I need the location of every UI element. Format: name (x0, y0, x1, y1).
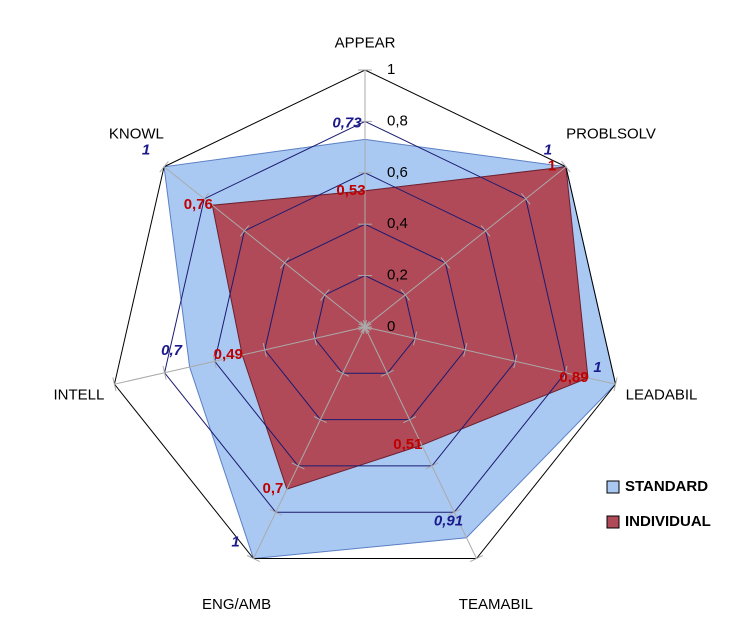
grid-line (113, 69, 617, 560)
tick-mark (413, 331, 418, 346)
data-label: 0,49 (214, 346, 243, 363)
data-label: 1 (593, 359, 601, 376)
tick-mark (239, 225, 250, 237)
tick-mark (469, 555, 484, 563)
data-label: 0,53 (336, 182, 365, 199)
data-label: 1 (544, 142, 552, 159)
tick-mark (380, 369, 394, 377)
data-label: 1 (231, 534, 239, 551)
tick-mark (112, 377, 117, 392)
tick-mark (159, 160, 169, 173)
tick-mark (400, 289, 410, 301)
tick-mark (291, 462, 305, 470)
legend-label: STANDARD (625, 478, 708, 495)
tick-mark (440, 257, 451, 269)
tick-mark (312, 331, 317, 346)
data-label: 0,89 (559, 369, 588, 386)
tick-mark (403, 416, 417, 424)
legend-label: INDIVIDUAL (625, 513, 711, 530)
tick-mark (313, 416, 327, 424)
y-tick-label: 0,8 (387, 112, 408, 129)
tick-mark (513, 354, 518, 369)
axis-spoke (364, 326, 616, 385)
data-label: 1 (548, 158, 556, 175)
tick-mark (463, 342, 468, 357)
tick-mark (561, 160, 571, 173)
tick-mark (425, 462, 439, 470)
axis-spoke (253, 326, 366, 559)
tick-mark (279, 257, 290, 269)
data-label: 0,76 (184, 196, 213, 213)
data-label: 1 (142, 142, 150, 159)
tick-mark (563, 365, 568, 380)
grid-line (214, 172, 516, 467)
category-label: ENG/AMB (202, 596, 271, 613)
data-label: 0,91 (434, 513, 463, 530)
y-tick-label: 0,2 (387, 267, 408, 284)
y-tick-label: 0,6 (387, 164, 408, 181)
axis-spoke (364, 326, 477, 559)
category-label: TEAMABIL (459, 596, 533, 613)
data-label: 0,73 (332, 114, 362, 131)
legend-swatch (606, 480, 620, 494)
data-label: 0,51 (393, 436, 422, 453)
grid-line (164, 120, 566, 513)
category-label: APPEAR (335, 35, 396, 52)
legend-swatch (606, 515, 620, 529)
y-tick-label: 1 (387, 61, 395, 78)
axis-spoke (114, 326, 366, 385)
grid-line (264, 223, 466, 421)
series-area (211, 166, 589, 490)
category-label: PROBLSOLV (566, 126, 656, 143)
axis-spoke (163, 166, 366, 328)
tick-mark (480, 225, 491, 237)
y-tick-label: 0,4 (387, 215, 408, 232)
y-tick-label: 0 (387, 318, 395, 335)
tick-mark (360, 321, 370, 333)
grid-line (314, 275, 416, 374)
data-label: 0,7 (263, 480, 284, 497)
category-label: LEADABIL (626, 387, 698, 404)
tick-mark (199, 193, 210, 205)
category-label: KNOWL (109, 126, 164, 143)
category-label: INTELL (53, 387, 104, 404)
tick-mark (447, 508, 461, 516)
tick-mark (520, 193, 531, 205)
tick-mark (246, 555, 261, 563)
tick-mark (269, 508, 283, 516)
tick-mark (162, 365, 167, 380)
tick-mark (262, 342, 267, 357)
tick-mark (212, 354, 217, 369)
tick-mark (336, 369, 350, 377)
axis-spoke (364, 166, 567, 328)
data-label: 0,7 (161, 342, 183, 359)
tick-mark (320, 289, 330, 301)
tick-mark (613, 377, 618, 392)
